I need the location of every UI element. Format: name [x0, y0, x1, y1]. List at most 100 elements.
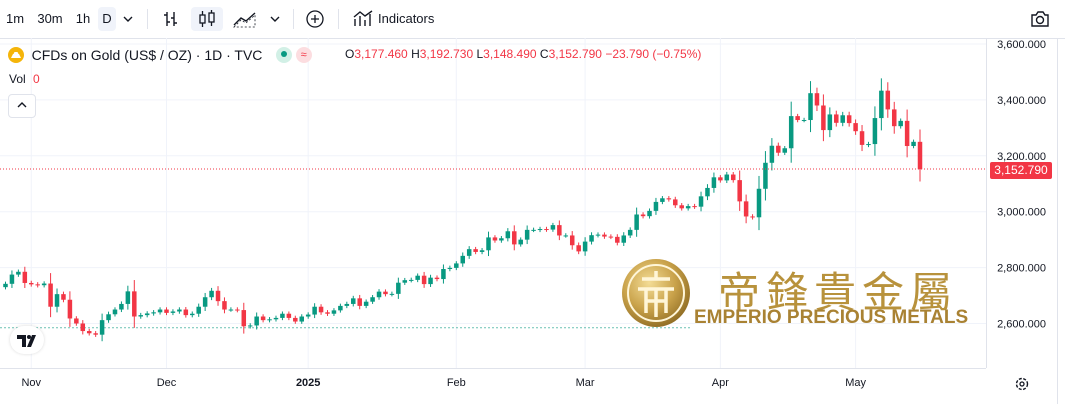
candle-body: [16, 271, 21, 275]
indicators-button[interactable]: Indicators: [378, 11, 435, 26]
candle-body: [183, 309, 189, 316]
interval-30m-button[interactable]: 30m: [37, 11, 63, 26]
candle-body: [247, 325, 253, 327]
candle-body: [917, 141, 923, 170]
data-delay-icon[interactable]: ≈: [295, 46, 312, 63]
candle-body: [93, 333, 98, 335]
candle-body: [486, 237, 491, 251]
compare-add-icon[interactable]: [302, 7, 328, 31]
interval-d-button[interactable]: D: [98, 7, 116, 31]
candles: [3, 78, 923, 342]
candle-body: [363, 301, 369, 306]
candle-body: [904, 120, 910, 147]
candle-body: [512, 231, 517, 245]
price-tick-label: 3,000.000: [997, 207, 1046, 219]
price-axis-border: [986, 38, 987, 368]
candle-body: [428, 277, 433, 285]
candle-body: [157, 309, 163, 313]
candle-body: [80, 323, 86, 332]
candle-body: [627, 229, 633, 236]
candle-body: [9, 274, 15, 284]
candle-body: [325, 312, 330, 314]
candle-body: [737, 180, 742, 202]
gear-icon[interactable]: [1014, 376, 1030, 392]
volume-value: 0: [33, 72, 40, 86]
open-value: 3,177.460: [354, 47, 408, 61]
candle-body: [177, 309, 182, 312]
candle-body: [312, 306, 317, 315]
candle-body: [518, 239, 523, 245]
interval-1h-button[interactable]: 1h: [75, 11, 91, 26]
candle-body: [29, 282, 34, 285]
tradingview-logo[interactable]: [10, 326, 44, 354]
candle-body: [653, 201, 659, 211]
candle-body: [344, 303, 350, 306]
candle-body: [621, 235, 627, 243]
candle-body: [286, 313, 292, 318]
gold-bars-icon: [8, 46, 24, 63]
candle-body: [415, 275, 420, 280]
camera-icon[interactable]: [1026, 7, 1054, 31]
candle-body: [788, 116, 794, 149]
candle-body: [331, 310, 337, 314]
candle-body: [795, 116, 800, 121]
candle-body: [441, 268, 446, 280]
candle-body: [756, 188, 762, 218]
candle-body: [853, 123, 858, 132]
candle-body: [679, 205, 684, 209]
candle-body: [338, 305, 343, 311]
interval-1m-button[interactable]: 1m: [5, 11, 25, 26]
market-status-icon[interactable]: [276, 46, 293, 63]
bar-chart-type-icon[interactable]: [157, 7, 185, 31]
symbol-title[interactable]: CFDs on Gold (US$ / OZ) · 1D · TVC: [31, 46, 263, 63]
candle-body: [408, 279, 414, 281]
candle-body: [48, 283, 53, 307]
price-axis[interactable]: 2,600.000 2,800.000 3,000.000 3,200.000 3,40…: [997, 39, 1046, 331]
candle-body: [499, 238, 504, 241]
candle-body: [144, 313, 150, 316]
chevron-down-icon[interactable]: [118, 7, 138, 31]
candle-body: [454, 263, 459, 268]
collapse-legend-button[interactable]: [8, 94, 36, 118]
candle-body: [634, 214, 639, 230]
candle-body: [866, 144, 871, 146]
time-axis-border: [0, 368, 986, 369]
low-label: L: [476, 47, 484, 61]
candle-body: [67, 299, 73, 319]
candle-body: [3, 283, 8, 288]
candle-body: [164, 309, 169, 313]
candle-body: [132, 291, 137, 317]
candle-body: [718, 177, 723, 181]
volume-label: Vol: [9, 72, 26, 86]
candle-body: [196, 306, 201, 314]
chevron-down-icon[interactable]: [265, 7, 285, 31]
change-value: −23.790 (−0.75%): [605, 47, 702, 61]
ohlc-values: O3,177.460 H3,192.730 L3,148.490 C3,152.…: [345, 47, 701, 61]
candle-body: [138, 315, 143, 317]
candle-body: [228, 309, 234, 311]
candle-body: [808, 93, 813, 121]
candle-body: [222, 301, 227, 310]
candle-body: [202, 297, 208, 307]
candle-body: [280, 313, 285, 318]
candle-body: [602, 234, 607, 237]
candle-body: [293, 317, 298, 322]
candle-body: [460, 255, 466, 264]
candle-body: [273, 317, 279, 320]
indicators-icon[interactable]: [350, 7, 376, 31]
time-axis[interactable]: Nov Dec 2025 Feb Mar Apr May: [21, 377, 866, 389]
candle-body: [692, 206, 697, 208]
area-chart-type-icon[interactable]: [229, 7, 261, 31]
candle-body: [782, 148, 788, 153]
candle-body: [357, 298, 362, 306]
tradingview-logo-icon: [17, 335, 36, 347]
toolbar-divider: [338, 9, 339, 29]
candles-chart-type-icon[interactable]: [191, 7, 223, 31]
candle-body: [608, 236, 614, 238]
candle-body: [557, 225, 562, 236]
top-toolbar: 1m 30m 1h D Indicators: [0, 0, 1065, 39]
candle-body: [879, 90, 884, 119]
candle-body: [769, 145, 775, 163]
candle-body: [492, 237, 498, 241]
